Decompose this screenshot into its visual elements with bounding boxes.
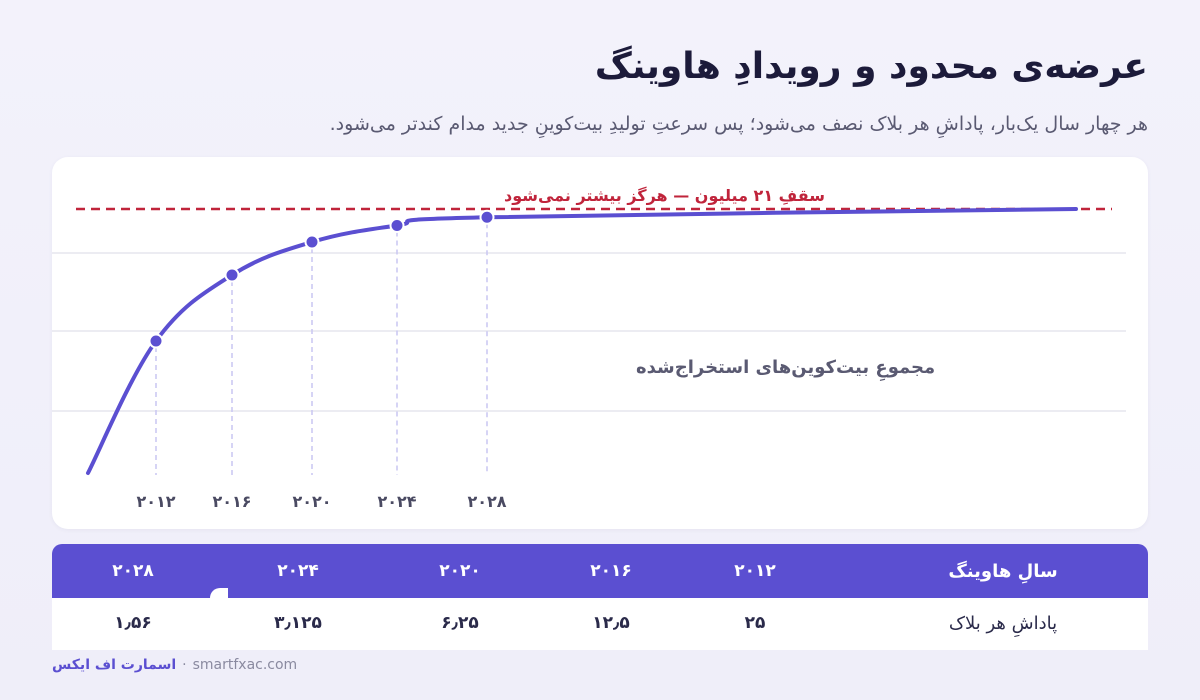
table-reward-row: پاداشِ هر بلاک ۲۵ ۱۲٫۵ ۶٫۲۵ ۳٫۱۲۵ ۱٫۵۶ <box>52 598 1148 650</box>
table-header-year: ۲۰۲۸ <box>112 561 154 581</box>
supply-line-chart: سقفِ ۲۱ میلیون — هرگز بیشتر نمی‌شود مجموع… <box>52 186 1126 511</box>
footer-site: smartfxac.com <box>192 657 298 673</box>
table-reward-cell: ۱۲٫۵ <box>592 613 630 633</box>
x-tick-label: ۲۰۲۴ <box>377 492 416 511</box>
cap-label: سقفِ ۲۱ میلیون — هرگز بیشتر نمی‌شود <box>504 186 825 206</box>
footer-brand: اسمارت اف ایکس <box>52 657 177 673</box>
x-tick-label: ۲۰۲۰ <box>292 492 331 511</box>
halving-point <box>304 234 320 250</box>
table-reward-cell: ۲۵ <box>744 613 766 633</box>
footer-separator: · <box>182 657 187 673</box>
table-reward-cell: ۳٫۱۲۵ <box>274 613 322 633</box>
supply-series-line <box>86 207 1078 475</box>
table-header-year: ۲۰۲۴ <box>277 561 319 581</box>
table-row-label: پاداشِ هر بلاک <box>948 613 1058 634</box>
table-reward-cell: ۶٫۲۵ <box>441 613 479 633</box>
page-title: عرضه‌ی محدود و رویدادِ هاوینگ <box>594 46 1148 87</box>
table-header-row: سالِ هاوینگ ۲۰۱۲ ۲۰۱۶ ۲۰۲۰ ۲۰۲۴ ۲۰۲۸ <box>52 544 1148 598</box>
page-subtitle: هر چهار سال یک‌بار، پاداشِ هر بلاک نصف م… <box>329 113 1148 135</box>
halving-point <box>224 267 240 283</box>
table-header-label: سالِ هاوینگ <box>948 561 1058 582</box>
x-tick-label: ۲۰۱۲ <box>136 492 175 511</box>
chart-card: سقفِ ۲۱ میلیون — هرگز بیشتر نمی‌شود مجموع… <box>52 157 1148 529</box>
x-tick-label: ۲۰۲۸ <box>467 492 506 511</box>
x-tick-label: ۲۰۱۶ <box>212 492 251 511</box>
halving-table: سالِ هاوینگ ۲۰۱۲ ۲۰۱۶ ۲۰۲۰ ۲۰۲۴ ۲۰۲۸ پاد… <box>52 544 1148 650</box>
halving-point <box>389 217 405 233</box>
table-header-year: ۲۰۱۶ <box>590 561 632 581</box>
footer: اسمارت اف ایکس · smartfxac.com <box>52 657 297 673</box>
halving-point <box>148 333 164 349</box>
halving-point <box>479 209 495 225</box>
series-label: مجموعِ بیت‌کوین‌های استخراج‌شده <box>636 357 935 381</box>
table-header-year: ۲۰۲۰ <box>439 561 481 581</box>
table-reward-cell: ۱٫۵۶ <box>114 613 152 633</box>
table-header-year: ۲۰۱۲ <box>734 561 776 581</box>
